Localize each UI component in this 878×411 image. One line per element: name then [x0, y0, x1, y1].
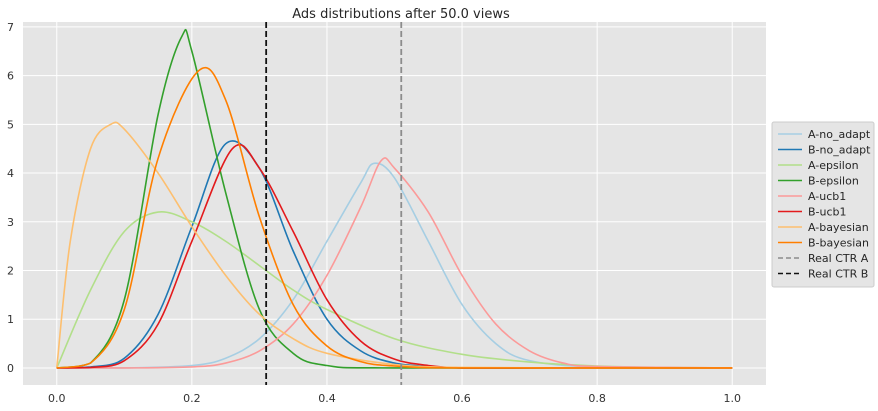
y-tick-label: 6: [7, 70, 14, 83]
y-axis: 0 1 2 3 4 5 6 7: [7, 21, 14, 375]
x-tick-label: 0.4: [318, 392, 336, 405]
y-tick-label: 3: [7, 216, 14, 229]
legend-label: A-bayesian: [808, 221, 869, 234]
legend: A-no_adapt B-no_adapt A-epsilon B-epsilon A-…: [771, 121, 875, 288]
legend-label: B-bayesian: [808, 237, 869, 250]
x-tick-label: 0.6: [453, 392, 471, 405]
x-axis: 0.0 0.2 0.4 0.6 0.8 1.0: [48, 392, 741, 405]
legend-label: B-epsilon: [808, 175, 859, 188]
legend-label: A-ucb1: [808, 190, 846, 203]
y-tick-label: 1: [7, 313, 14, 326]
legend-label: Real CTR A: [808, 252, 869, 265]
series-lines: [55, 28, 733, 369]
y-tick-label: 0: [7, 362, 14, 375]
x-tick-label: 0.8: [588, 392, 606, 405]
legend-label: Real CTR B: [808, 268, 868, 281]
legend-label: B-ucb1: [808, 206, 847, 219]
y-tick-label: 2: [7, 264, 14, 277]
series-line-a-no-adapt: [56, 162, 733, 369]
x-tick-label: 0.0: [48, 392, 66, 405]
y-tick-label: 5: [7, 118, 14, 131]
chart-title: Ads distributions after 50.0 views: [292, 7, 510, 22]
legend-box: [771, 121, 875, 288]
plot-area: [23, 22, 766, 385]
x-tick-label: 0.2: [183, 392, 201, 405]
series-line-b-bayesian: [56, 66, 733, 369]
legend-label: A-epsilon: [808, 159, 859, 172]
reference-lines: [265, 22, 403, 385]
legend-label: B-no_adapt: [808, 144, 871, 157]
y-tick-label: 7: [7, 21, 14, 34]
y-tick-label: 4: [7, 167, 14, 180]
series-line-a-ucb1: [56, 157, 733, 369]
x-tick-label: 1.0: [723, 392, 741, 405]
legend-label: A-no_adapt: [808, 128, 871, 141]
